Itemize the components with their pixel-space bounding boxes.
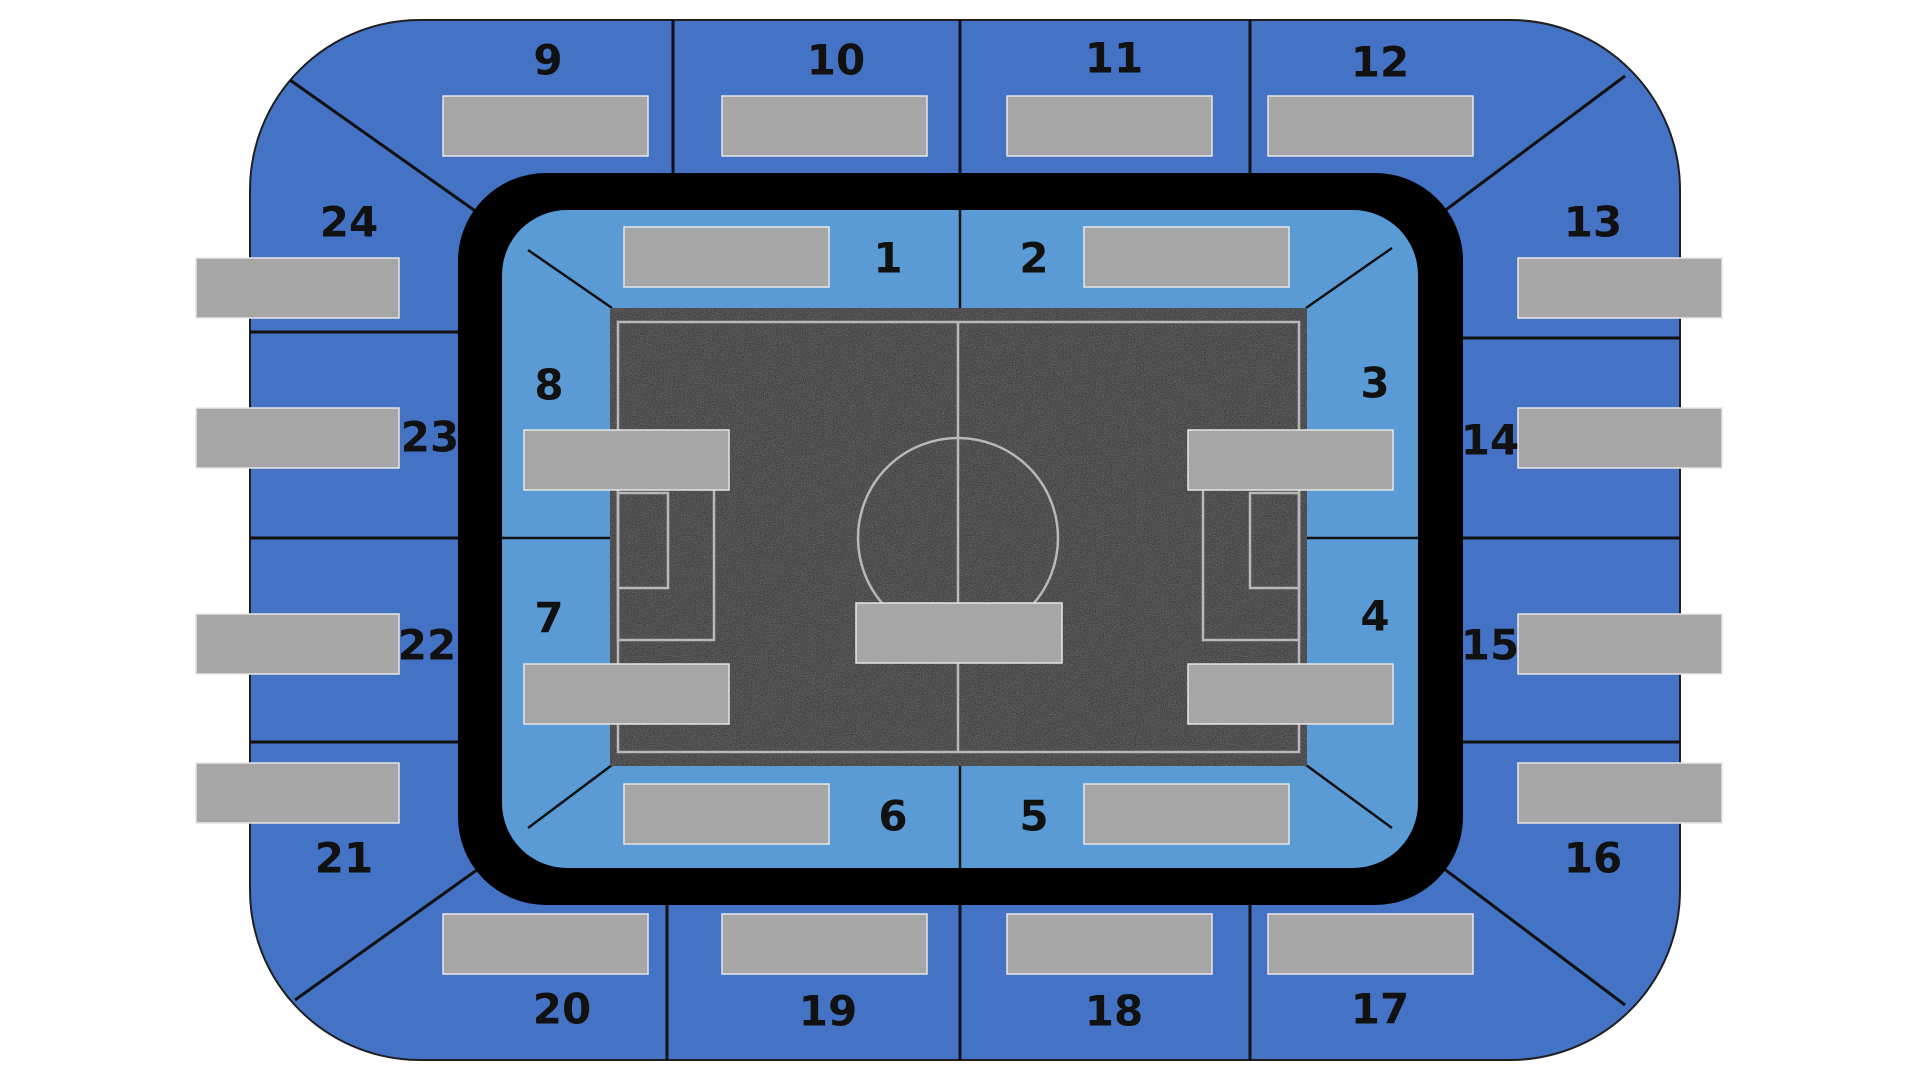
section-label-5: 5	[1019, 792, 1048, 841]
placeholder-section-10	[721, 95, 928, 157]
placeholder-section-18	[1006, 913, 1213, 975]
section-label-4: 4	[1360, 592, 1389, 641]
placeholder-section-15	[1517, 613, 1723, 675]
section-label-14: 14	[1461, 416, 1519, 465]
placeholder-section-17	[1267, 913, 1474, 975]
placeholder-section-2	[1083, 226, 1290, 288]
section-label-9: 9	[533, 36, 562, 85]
placeholder-section-7	[523, 663, 730, 725]
section-label-15: 15	[1461, 621, 1519, 670]
section-label-7: 7	[534, 594, 563, 643]
section-label-1: 1	[873, 234, 902, 283]
section-label-12: 12	[1351, 38, 1409, 87]
placeholder-section-23	[195, 407, 400, 469]
section-label-23: 23	[401, 413, 459, 462]
section-label-18: 18	[1085, 987, 1143, 1036]
section-label-21: 21	[315, 834, 373, 883]
section-label-8: 8	[534, 361, 563, 410]
placeholder-section-19	[721, 913, 928, 975]
section-label-16: 16	[1564, 834, 1622, 883]
placeholder-section-12	[1267, 95, 1474, 157]
placeholder-section-8	[523, 429, 730, 491]
section-label-19: 19	[799, 987, 857, 1036]
placeholder-section-4	[1187, 663, 1394, 725]
section-label-11: 11	[1085, 34, 1143, 83]
placeholder-section-16	[1517, 762, 1723, 824]
placeholder-section-14	[1517, 407, 1723, 469]
placeholder-section-13	[1517, 257, 1723, 319]
section-label-17: 17	[1351, 985, 1409, 1034]
placeholder-section-24	[195, 257, 400, 319]
section-label-22: 22	[398, 621, 456, 670]
placeholder-section-1	[623, 226, 830, 288]
placeholder-section-9	[442, 95, 649, 157]
section-label-13: 13	[1564, 198, 1622, 247]
left-goal-box	[616, 491, 670, 590]
section-label-6: 6	[878, 792, 907, 841]
inner-section-dividers	[502, 210, 1418, 868]
placeholder-section-21	[195, 762, 400, 824]
section-label-3: 3	[1360, 359, 1389, 408]
placeholder-section-11	[1006, 95, 1213, 157]
placeholder-section-center	[855, 602, 1063, 664]
placeholder-section-20	[442, 913, 649, 975]
outer-section-dividers	[250, 20, 1680, 1060]
placeholder-section-6	[623, 783, 830, 845]
section-numbers: 1 2 3 4 5 6 7 8 9 10 11 12 13 14 15 16 1…	[315, 34, 1622, 1036]
placeholder-section-5	[1083, 783, 1290, 845]
section-label-20: 20	[533, 985, 591, 1034]
label-placeholders	[195, 95, 1723, 975]
section-label-2: 2	[1019, 234, 1048, 283]
right-goal-box	[1248, 491, 1301, 590]
section-label-10: 10	[807, 36, 865, 85]
placeholder-section-22	[195, 613, 400, 675]
section-label-24: 24	[320, 198, 378, 247]
placeholder-section-3	[1187, 429, 1394, 491]
